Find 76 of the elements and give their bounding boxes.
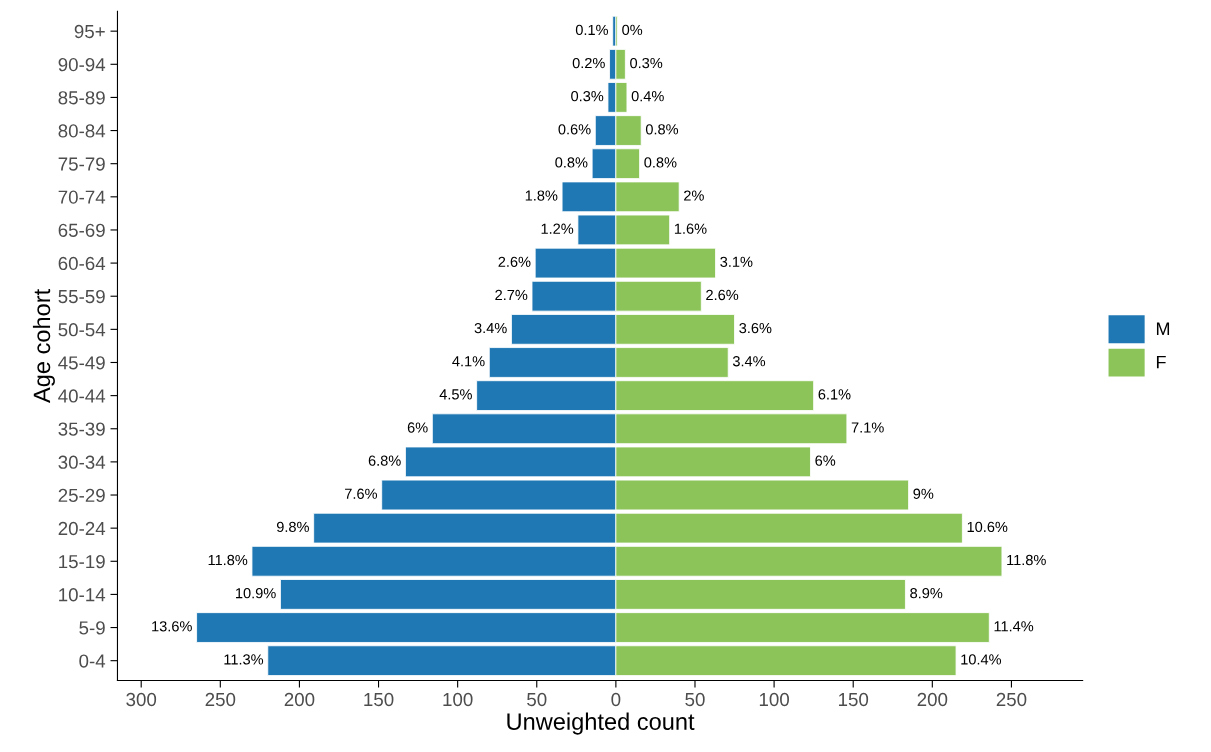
annotation: 9.8% — [276, 521, 309, 533]
annotation: 3.4% — [732, 356, 766, 367]
annotation: 0.2% — [572, 57, 605, 69]
y-tick-label: 55-59 — [58, 289, 105, 304]
y-tick-label: 30-34 — [58, 455, 106, 469]
y-tick-label: 80-84 — [58, 124, 106, 138]
annotation: 2.7% — [495, 289, 528, 301]
annotation: 7.6% — [345, 488, 378, 499]
y-tick-label: 70-74 — [58, 190, 106, 204]
x-tick-label: 250 — [996, 692, 1027, 707]
annotation: 2.6% — [706, 289, 739, 301]
y-tick-label: 10-14 — [59, 588, 106, 602]
y-axis-title: Age cohort — [32, 288, 55, 403]
x-tick-label: 200 — [917, 692, 948, 707]
annotation: 0.8% — [644, 157, 677, 168]
x-tick-label: 100 — [443, 692, 473, 707]
annotation: 10.6% — [967, 521, 1008, 533]
y-tick-label: 5-9 — [79, 621, 105, 635]
annotation: 3.1% — [720, 256, 753, 267]
annotation: 1.2% — [541, 223, 574, 234]
x-tick-label: 150 — [364, 692, 394, 707]
annotation: 11.4% — [994, 621, 1034, 632]
annotation: 0.3% — [630, 57, 663, 69]
annotation: 3.6% — [739, 322, 772, 334]
annotation: 1.6% — [674, 223, 707, 234]
annotation: 6.8% — [368, 455, 401, 466]
annotation: 4.5% — [439, 389, 472, 400]
annotation: 6% — [407, 422, 428, 433]
annotation: 2% — [684, 190, 704, 201]
x-tick-label: 200 — [284, 692, 315, 707]
annotation: 10.4% — [961, 654, 1002, 665]
y-tick-label: 85-89 — [58, 91, 105, 105]
annotation: 4.1% — [452, 356, 485, 367]
annotation: 3.4% — [474, 322, 507, 334]
annotation: 0% — [622, 24, 643, 36]
y-tick-label: 50-54 — [58, 323, 106, 337]
annotation: 0.8% — [555, 157, 588, 168]
annotation: 0.6% — [558, 124, 591, 135]
annotation: 6.1% — [818, 389, 851, 400]
y-tick-label: 25-29 — [58, 488, 105, 502]
y-tick-label: 75-79 — [58, 157, 105, 171]
annotation: 8.9% — [910, 588, 943, 599]
x-tick-label: 150 — [839, 692, 869, 707]
annotation: 1.8% — [525, 190, 558, 201]
annotation: 11.8% — [208, 554, 248, 566]
annotation: 9% — [913, 488, 934, 499]
y-tick-label: 15-19 — [59, 554, 105, 569]
annotation: 2.6% — [498, 256, 531, 267]
y-tick-label: 90-94 — [58, 57, 106, 72]
annotation: 6% — [815, 455, 836, 466]
annotation: 0.4% — [631, 91, 664, 102]
x-tick-label: 50 — [685, 692, 705, 707]
x-tick-label: 0 — [611, 692, 621, 707]
annotation: 0.3% — [571, 91, 604, 102]
legend-label: F — [1156, 355, 1166, 369]
legend-label: M — [1156, 322, 1170, 335]
annotation: 11.8% — [1007, 554, 1046, 566]
annotation: 0.1% — [575, 24, 609, 36]
y-tick-label: 35-39 — [58, 422, 105, 436]
x-tick-label: 300 — [126, 692, 157, 707]
y-tick-label: 40-44 — [58, 389, 106, 403]
y-tick-label: 45-49 — [58, 356, 105, 370]
x-tick-label: 250 — [205, 692, 236, 707]
annotation: 13.6% — [152, 621, 192, 632]
annotation: 7.1% — [851, 422, 884, 433]
x-tick-label: 50 — [527, 692, 547, 707]
annotation: 10.9% — [236, 588, 276, 599]
x-axis-title: Unweighted count — [507, 712, 695, 735]
y-tick-label: 20-24 — [58, 521, 106, 536]
annotation: 0.8% — [645, 124, 679, 135]
y-tick-label: 60-64 — [58, 256, 106, 271]
annotation: 11.3% — [224, 654, 264, 665]
y-tick-label: 65-69 — [58, 223, 105, 237]
y-tick-label: 95+ — [74, 24, 105, 39]
y-tick-label: 0-4 — [79, 654, 106, 668]
x-tick-label: 100 — [759, 692, 790, 707]
